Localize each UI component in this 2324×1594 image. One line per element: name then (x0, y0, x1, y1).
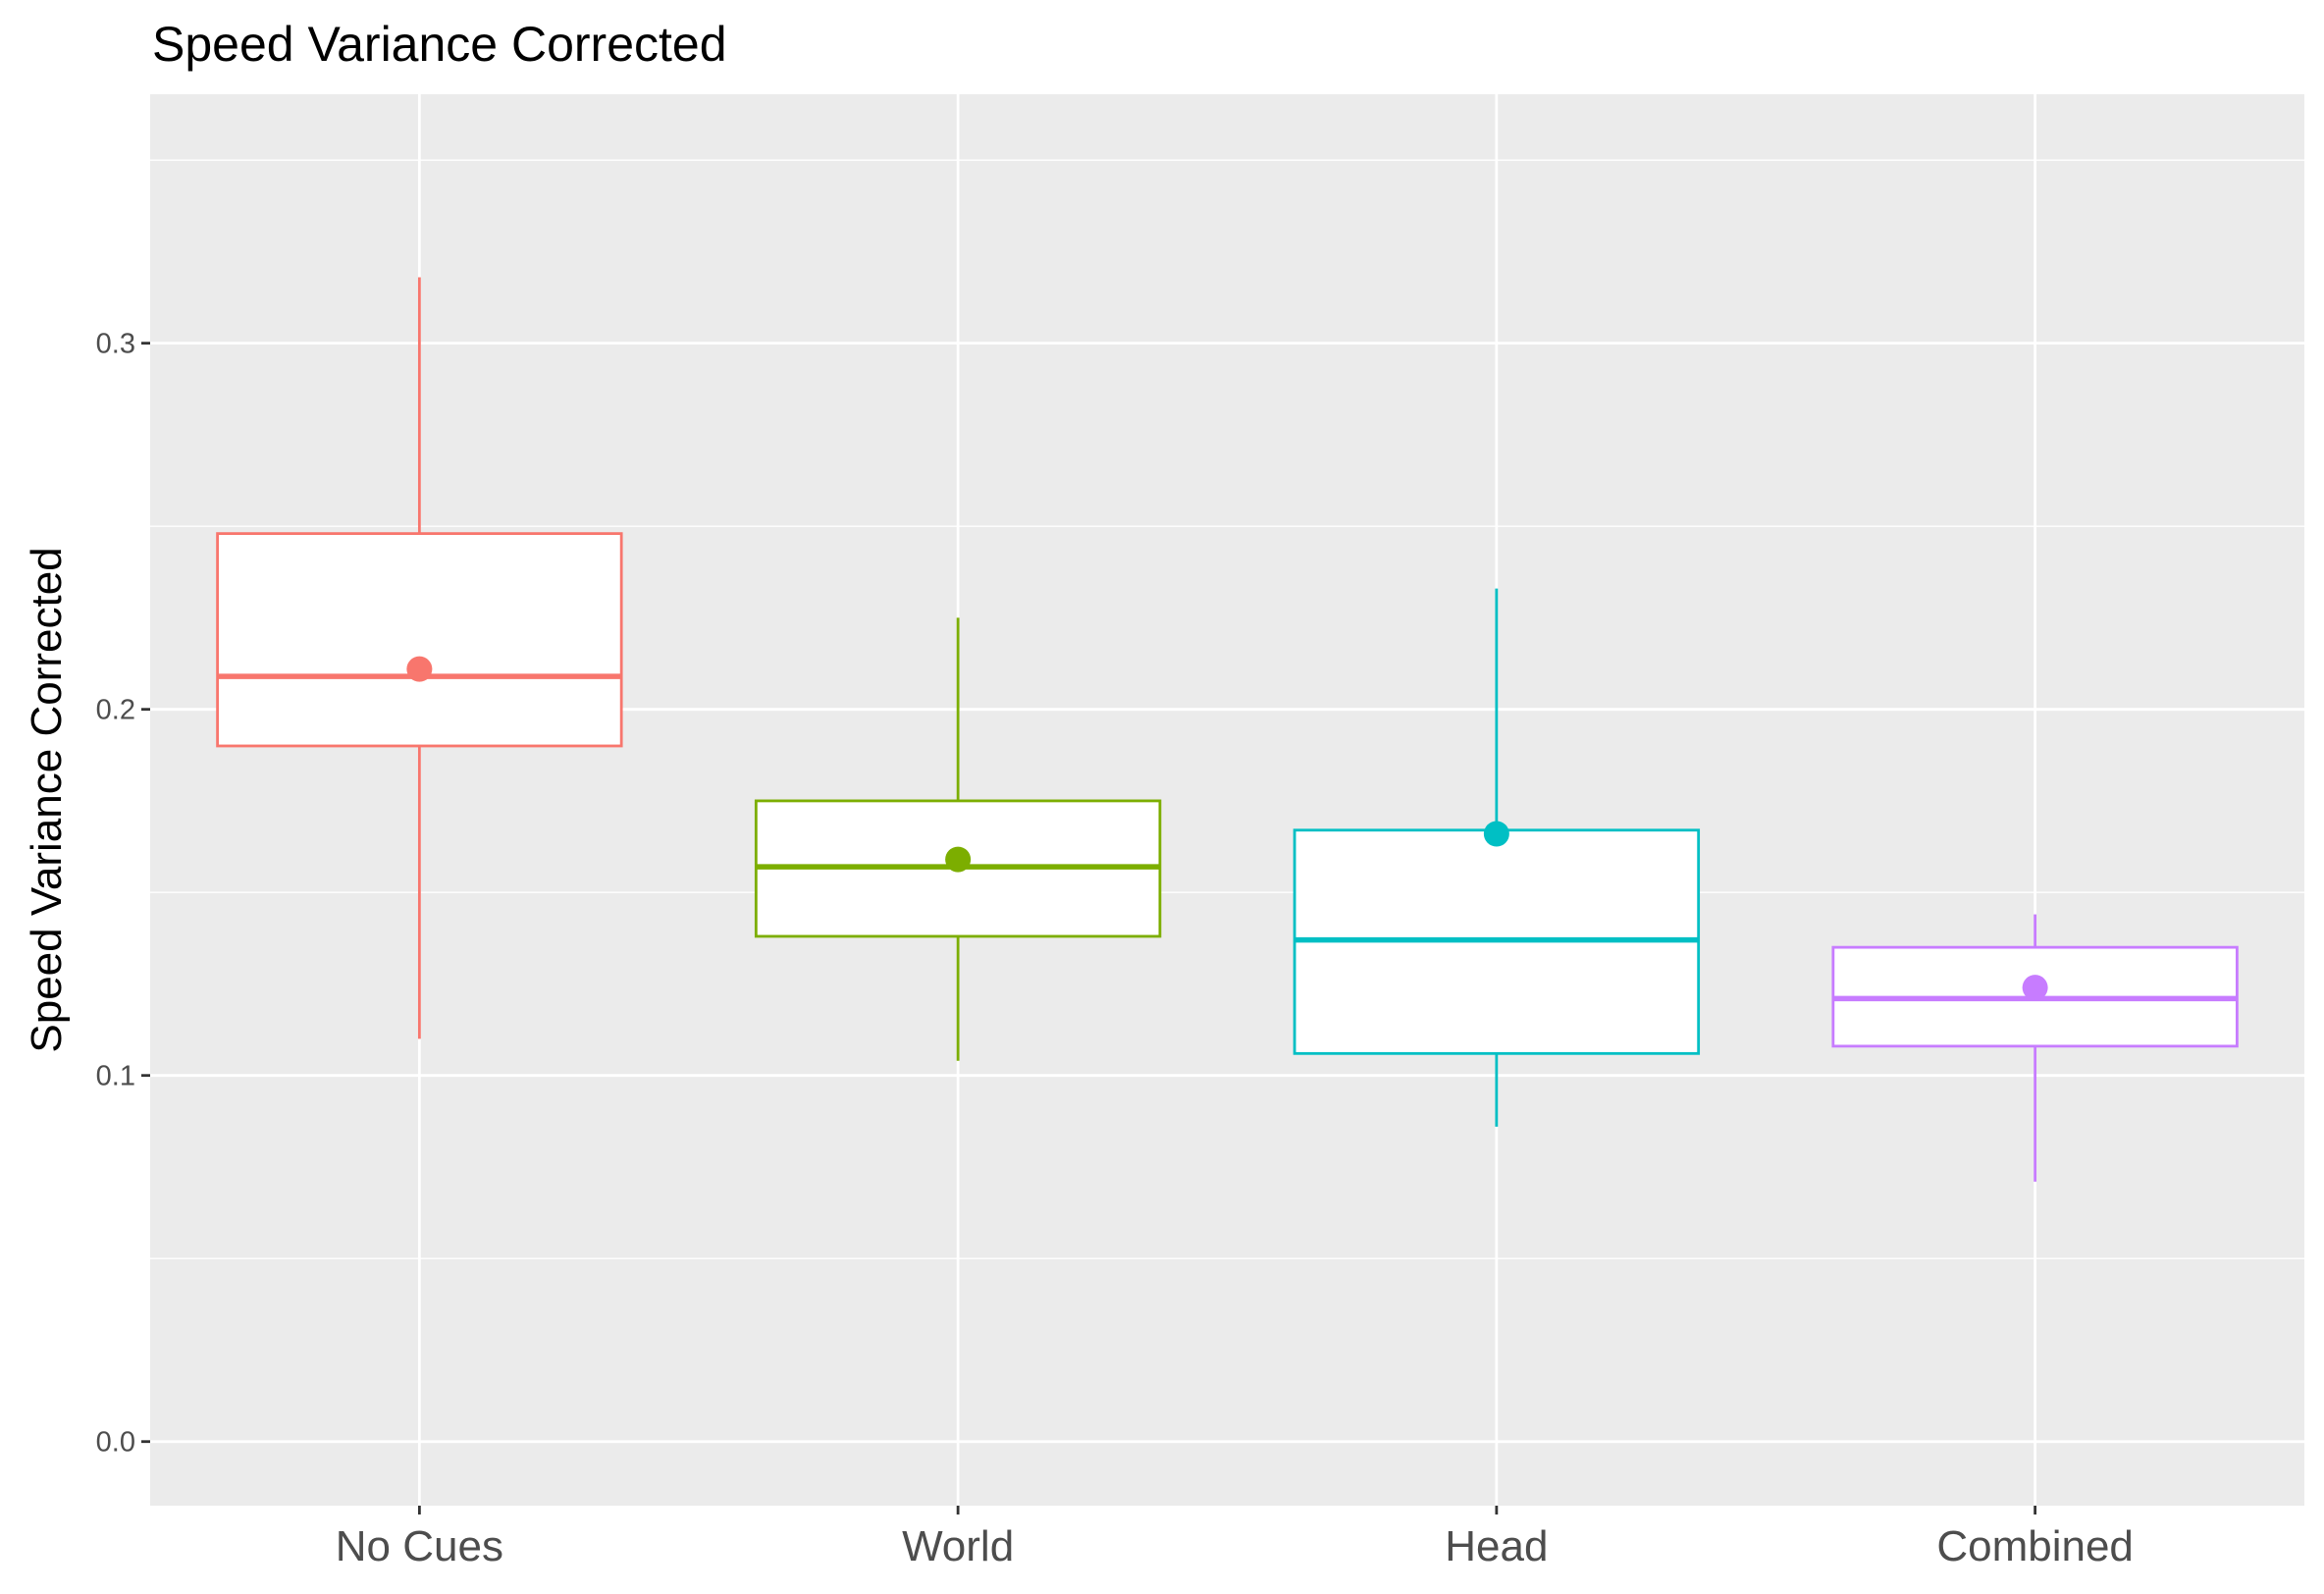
box-combined (1831, 914, 2239, 1182)
x-axis: No Cues World Head Combined (336, 1506, 2134, 1570)
iqr-box (216, 532, 623, 748)
box-no-cues (216, 277, 623, 1039)
minor-gridlines (150, 159, 2304, 1259)
mean-point (945, 846, 972, 873)
x-tick-label: Combined (1936, 1522, 2134, 1570)
y-tick-label: 0.2 (96, 695, 135, 726)
y-axis: 0.0 0.1 0.2 0.3 (96, 329, 150, 1459)
mean-point (2022, 975, 2048, 1001)
box-world (754, 617, 1162, 1061)
box-series (216, 277, 2239, 1182)
y-tick-label: 0.1 (96, 1061, 135, 1092)
y-tick-label: 0.3 (96, 329, 135, 360)
y-tick-label: 0.0 (96, 1427, 135, 1459)
x-tick-label: No Cues (336, 1522, 503, 1570)
x-tick-label: Head (1445, 1522, 1548, 1570)
y-axis-label: Speed Variance Corrected (23, 547, 71, 1052)
chart-title: Speed Variance Corrected (152, 17, 727, 72)
mean-point (406, 656, 433, 682)
x-tick-label: World (902, 1522, 1014, 1570)
plot-panel (150, 94, 2304, 1506)
box-head (1293, 588, 1701, 1127)
mean-point (1483, 821, 1509, 847)
